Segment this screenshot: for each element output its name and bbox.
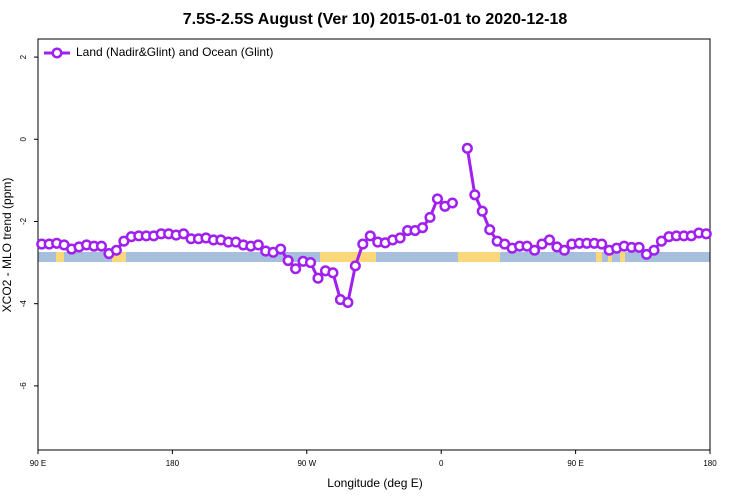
data-point <box>558 244 570 256</box>
data-point <box>110 244 122 256</box>
data-point <box>484 224 496 236</box>
data-point <box>633 241 645 253</box>
data-point <box>290 263 302 275</box>
data-point <box>349 260 361 272</box>
x-axis-label: Longitude (deg E) <box>327 476 422 490</box>
y-axis-label: XCO2 - MLO trend (ppm) <box>0 178 14 313</box>
y-tick-label: 2 <box>19 54 28 59</box>
data-point <box>476 205 488 217</box>
data-point <box>461 142 473 154</box>
land-ocean-strip <box>38 252 710 262</box>
y-tick-label: -2 <box>19 217 28 225</box>
data-point <box>394 232 406 244</box>
data-point <box>357 238 369 250</box>
data-point <box>416 222 429 234</box>
legend-marker <box>51 47 63 59</box>
data-line <box>41 148 707 305</box>
data-point <box>275 243 287 255</box>
data-point <box>178 228 190 240</box>
data-point <box>327 267 339 279</box>
data-point <box>543 234 556 246</box>
data-point <box>304 257 317 269</box>
data-point <box>252 239 264 251</box>
data-point <box>364 230 376 242</box>
data-point <box>700 228 712 240</box>
legend-label: Land (Nadir&Glint) and Ocean (Glint) <box>76 45 273 59</box>
y-tick-label: 0 <box>19 137 28 142</box>
data-point <box>342 296 354 309</box>
x-tick-label: 90 W <box>297 459 316 468</box>
data-point <box>424 211 436 223</box>
x-tick-label: 90 E <box>567 459 583 468</box>
data-point <box>282 254 294 267</box>
data-point <box>528 244 541 256</box>
x-tick-label: 180 <box>703 459 717 468</box>
data-point <box>648 244 660 256</box>
x-tick-label: 90 E <box>30 459 46 468</box>
data-point <box>446 197 458 209</box>
data-point <box>95 240 108 252</box>
x-tick-label: 0 <box>439 459 444 468</box>
data-point <box>312 272 324 284</box>
y-tick-label: -6 <box>19 382 28 390</box>
chart-title: 7.5S-2.5S August (Ver 10) 2015-01-01 to … <box>183 11 568 28</box>
y-tick-label: -4 <box>19 300 28 308</box>
data-point <box>596 238 608 250</box>
data-point <box>431 193 444 205</box>
x-tick-label: 180 <box>166 459 180 468</box>
data-point <box>469 189 481 201</box>
